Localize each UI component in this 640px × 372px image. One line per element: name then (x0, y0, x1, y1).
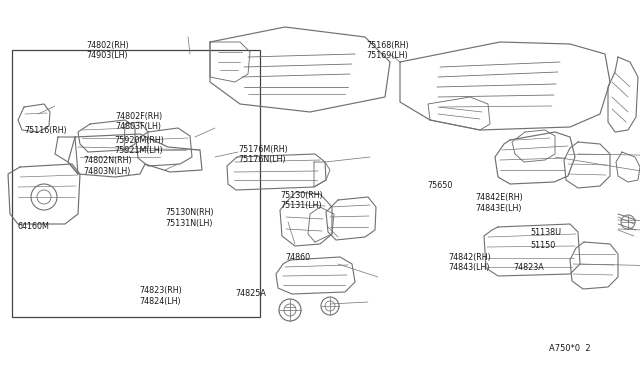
Text: 74802N(RH)
74803N(LH): 74802N(RH) 74803N(LH) (83, 156, 132, 176)
Text: 75168(RH)
75169(LH): 75168(RH) 75169(LH) (366, 41, 409, 60)
Text: 74842(RH)
74843(LH): 74842(RH) 74843(LH) (448, 253, 491, 272)
Text: 74842E(RH)
74843E(LH): 74842E(RH) 74843E(LH) (475, 193, 523, 213)
Text: A750*0  2: A750*0 2 (549, 344, 591, 353)
Text: 74860: 74860 (285, 253, 310, 262)
Text: 74823(RH)
74824(LH): 74823(RH) 74824(LH) (140, 286, 182, 306)
Text: 75650: 75650 (428, 182, 453, 190)
Text: 75920M(RH)
75921M(LH): 75920M(RH) 75921M(LH) (114, 136, 164, 155)
Bar (12, 50, 260, 317)
Text: 51150: 51150 (530, 241, 555, 250)
Text: 75176M(RH)
75176N(LH): 75176M(RH) 75176N(LH) (238, 145, 288, 164)
Text: 75116(RH): 75116(RH) (24, 126, 67, 135)
Text: 75130N(RH)
75131N(LH): 75130N(RH) 75131N(LH) (165, 208, 214, 228)
Text: 74823A: 74823A (513, 263, 544, 272)
Text: 74802(RH)
74903(LH): 74802(RH) 74903(LH) (86, 41, 129, 60)
Text: 74825A: 74825A (236, 289, 266, 298)
Text: 74802F(RH)
74803F(LH): 74802F(RH) 74803F(LH) (115, 112, 163, 131)
Text: 51138U: 51138U (530, 228, 561, 237)
Text: 75130(RH)
75131(LH): 75130(RH) 75131(LH) (280, 191, 323, 210)
Text: 64160M: 64160M (18, 222, 50, 231)
